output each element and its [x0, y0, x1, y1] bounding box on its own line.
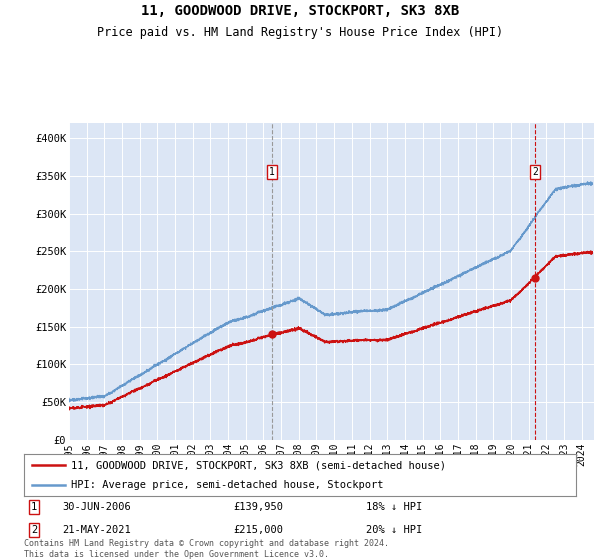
Text: HPI: Average price, semi-detached house, Stockport: HPI: Average price, semi-detached house,… — [71, 480, 383, 490]
Text: 11, GOODWOOD DRIVE, STOCKPORT, SK3 8XB (semi-detached house): 11, GOODWOOD DRIVE, STOCKPORT, SK3 8XB (… — [71, 460, 446, 470]
Text: £139,950: £139,950 — [234, 502, 284, 512]
Text: 11, GOODWOOD DRIVE, STOCKPORT, SK3 8XB: 11, GOODWOOD DRIVE, STOCKPORT, SK3 8XB — [141, 4, 459, 18]
Text: 1: 1 — [31, 502, 37, 512]
Text: 30-JUN-2006: 30-JUN-2006 — [62, 502, 131, 512]
Text: £215,000: £215,000 — [234, 525, 284, 535]
Text: Price paid vs. HM Land Registry's House Price Index (HPI): Price paid vs. HM Land Registry's House … — [97, 26, 503, 39]
Text: 2: 2 — [31, 525, 37, 535]
Text: 2: 2 — [532, 167, 538, 177]
Text: 21-MAY-2021: 21-MAY-2021 — [62, 525, 131, 535]
Text: 20% ↓ HPI: 20% ↓ HPI — [366, 525, 422, 535]
Text: 1: 1 — [269, 167, 275, 177]
Text: Contains HM Land Registry data © Crown copyright and database right 2024.
This d: Contains HM Land Registry data © Crown c… — [24, 539, 389, 559]
Text: 18% ↓ HPI: 18% ↓ HPI — [366, 502, 422, 512]
